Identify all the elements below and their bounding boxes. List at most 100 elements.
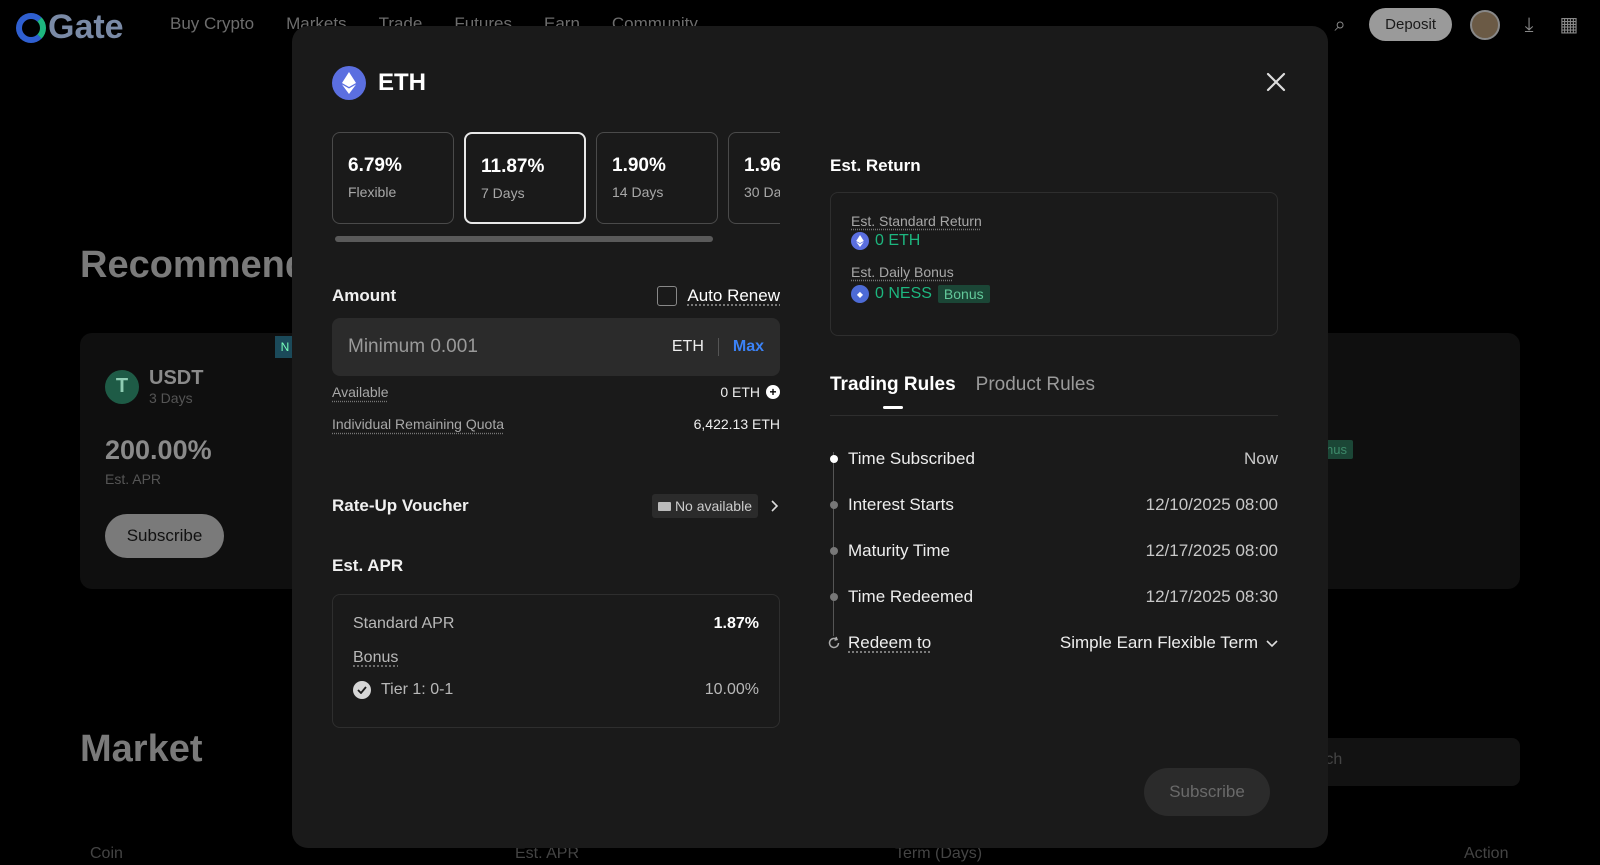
subscribe-modal: ETH 6.79% Flexible 11.87% 7 Days 1.90% 1… (292, 26, 1328, 848)
est-return-box: Est. Standard Return 0 ETH Est. Daily Bo… (830, 192, 1278, 336)
modal-title: ETH (378, 69, 426, 96)
term-option-14-days[interactable]: 1.90% 14 Days (596, 132, 718, 224)
term-rate: 6.79% (348, 155, 402, 176)
term-label: 30 Da (744, 184, 780, 200)
trading-rules-timeline: Time Subscribed Now Interest Starts 12/1… (828, 436, 1278, 666)
tab-trading-rules[interactable]: Trading Rules (830, 374, 956, 415)
max-button[interactable]: Max (732, 338, 764, 355)
std-return-label: Est. Standard Return (851, 213, 982, 229)
nav-buy-crypto[interactable]: Buy Crypto (170, 14, 255, 33)
rule-interest-starts: Interest Starts 12/10/2025 08:00 (830, 482, 1278, 528)
col-coin: Coin (90, 845, 123, 862)
voucher-chip: No available (651, 494, 758, 518)
rule-time-redeemed: Time Redeemed 12/17/2025 08:30 (830, 574, 1278, 620)
amount-input[interactable] (348, 336, 672, 358)
market-title: Market (80, 728, 203, 770)
timeline-dot (830, 501, 838, 509)
avatar[interactable] (1470, 9, 1500, 40)
close-icon[interactable] (1264, 70, 1288, 94)
amount-unit: ETH (672, 338, 719, 356)
plus-icon[interactable]: + (766, 385, 780, 399)
col-est-apr[interactable]: Est. APR (515, 845, 580, 862)
term-options: 6.79% Flexible 11.87% 7 Days 1.90% 14 Da… (332, 132, 780, 224)
term-rate: 1.96 (744, 155, 780, 176)
daily-bonus-label: Est. Daily Bonus (851, 264, 954, 280)
subscribe-button[interactable]: Subscribe (1144, 768, 1270, 816)
usdt-apr: 200.00% (105, 435, 212, 465)
redeem-to-value: Simple Earn Flexible Term (1059, 633, 1258, 652)
term-label: 7 Days (481, 185, 525, 201)
search-icon[interactable]: ⌕ (1334, 13, 1346, 36)
term-option-flexible[interactable]: 6.79% Flexible (332, 132, 454, 224)
standard-apr-label: Standard APR (353, 615, 455, 632)
timeline-dot (830, 593, 838, 601)
deposit-button[interactable]: Deposit (1369, 8, 1452, 41)
rules-tabs: Trading Rules Product Rules (830, 374, 1278, 416)
grid-icon[interactable]: ▦ (1559, 13, 1579, 36)
eth-icon (851, 232, 869, 250)
usdt-subscribe-button[interactable]: Subscribe (105, 514, 224, 558)
available-value: 0 ETH (720, 384, 760, 400)
refresh-icon (828, 636, 840, 649)
usdt-product: T USDT 3 Days (105, 367, 203, 406)
term-rate: 1.90% (612, 155, 666, 176)
ness-icon: ◆ (851, 285, 869, 303)
daily-bonus-value: 0 NESS (875, 285, 932, 302)
redeem-to-label: Redeem to (848, 633, 932, 652)
std-return-value: 0 ETH (875, 232, 921, 249)
col-term: Term (Days) (895, 845, 983, 862)
quota-value: 6,422.13 ETH (693, 416, 780, 432)
timeline-dot (830, 455, 838, 463)
amount-label: Amount (332, 286, 397, 305)
bonus-label: Bonus (353, 649, 399, 666)
available-label: Available (332, 384, 389, 400)
chevron-down-icon (1266, 640, 1278, 648)
col-action: Action (1464, 845, 1509, 862)
quota-row: Individual Remaining Quota 6,422.13 ETH (332, 416, 780, 432)
apr-box: Standard APR 1.87% Bonus Tier 1: 0-1 10.… (332, 594, 780, 728)
download-icon[interactable]: ⤓ (1524, 13, 1534, 36)
bonus-badge: Bonus (937, 285, 990, 303)
usdt-coin-icon: T (105, 369, 139, 404)
gate-logo-icon (16, 12, 46, 43)
auto-renew-label: Auto Renew (687, 286, 780, 305)
market-search-input[interactable]: rch (1300, 738, 1520, 786)
check-circle-icon (353, 681, 371, 699)
quota-label: Individual Remaining Quota (332, 416, 504, 432)
term-option-30-days[interactable]: 1.96 30 Da (728, 132, 780, 224)
term-rate: 11.87% (481, 156, 545, 177)
chevron-right-icon[interactable] (768, 500, 780, 512)
voucher-value: No available (674, 498, 752, 514)
timeline-dot (830, 547, 838, 555)
redeem-to-select[interactable]: Simple Earn Flexible Term (1060, 633, 1278, 653)
available-row: Available 0 ETH + (332, 384, 780, 400)
tab-product-rules[interactable]: Product Rules (975, 374, 1095, 395)
auto-renew-toggle[interactable]: Auto Renew (657, 286, 780, 306)
nav-right: ⌕ Deposit ⤓ ▦ (1329, 8, 1580, 41)
tier-row: Tier 1: 0-1 10.00% (353, 681, 759, 699)
tier-label: Tier 1: 0-1 (381, 681, 454, 698)
new-tag: N (275, 336, 295, 358)
auto-renew-checkbox[interactable] (657, 286, 678, 306)
gate-logo[interactable]: Gate (16, 8, 124, 47)
term-option-7-days[interactable]: 11.87% 7 Days (464, 132, 586, 224)
usdt-name: USDT (149, 367, 204, 389)
est-apr-title: Est. APR (332, 556, 404, 575)
modal-header: ETH (332, 66, 426, 100)
ticket-icon (657, 501, 671, 511)
rule-time-subscribed: Time Subscribed Now (830, 436, 1278, 482)
timeline-line (833, 452, 834, 636)
terms-scrollbar[interactable] (335, 236, 713, 242)
voucher-row[interactable]: Rate-Up Voucher No available (332, 494, 780, 518)
usdt-apr-label: Est. APR (105, 471, 162, 487)
standard-apr-value: 1.87% (713, 615, 759, 632)
amount-row: Amount Auto Renew (332, 286, 780, 306)
est-return-title: Est. Return (830, 156, 921, 175)
voucher-label: Rate-Up Voucher (332, 496, 469, 515)
term-label: 14 Days (612, 184, 664, 200)
rule-redeem-to: Redeem to Simple Earn Flexible Term (828, 620, 1278, 666)
bg-bonus-badge: nus (1320, 440, 1353, 459)
usdt-term: 3 Days (149, 390, 193, 406)
rule-maturity-time: Maturity Time 12/17/2025 08:00 (830, 528, 1278, 574)
term-label: Flexible (348, 184, 397, 200)
